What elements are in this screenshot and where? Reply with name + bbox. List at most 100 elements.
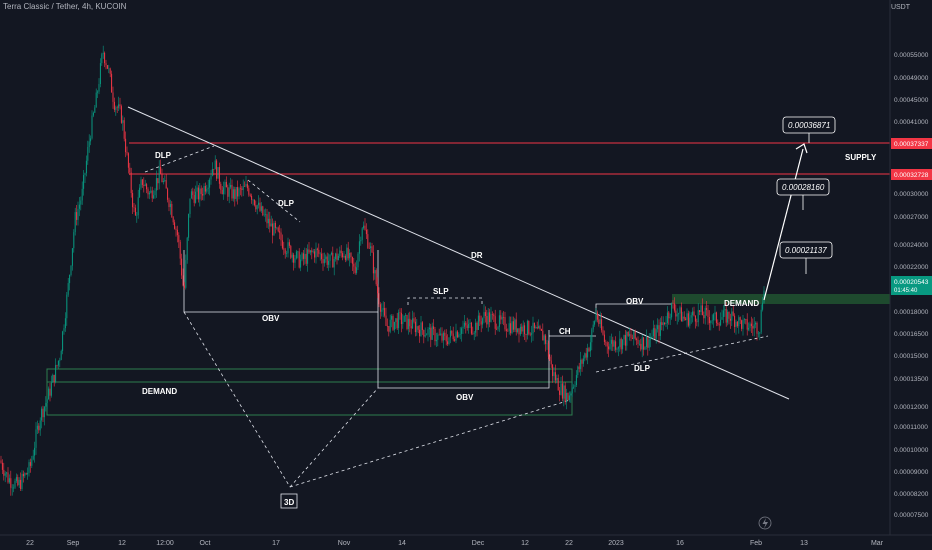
candle-body <box>122 120 124 123</box>
candle-body <box>669 317 671 319</box>
label-dlp-1: DLP <box>155 151 172 160</box>
candle-body <box>393 321 395 330</box>
candle-body <box>433 326 435 330</box>
candle-body <box>554 372 556 381</box>
candle-body <box>139 187 141 198</box>
candle-body <box>679 307 681 314</box>
candle-body <box>582 358 584 364</box>
target-2-text: 0.00028160 <box>782 183 825 192</box>
candle-body <box>648 339 650 348</box>
time-axis[interactable]: 22 Sep 12 12:00 Oct 17 Nov 14 Dec 12 22 2023 16 Feb 13… <box>26 540 884 547</box>
candle-body <box>119 104 121 107</box>
candle-body <box>87 147 89 161</box>
candle-body <box>400 312 402 325</box>
candle-body <box>290 245 292 258</box>
label-three-d: 3D <box>284 498 294 507</box>
candle-body <box>73 232 75 249</box>
candle-body <box>505 329 507 331</box>
candle-body <box>598 319 600 324</box>
candle-body <box>209 179 211 188</box>
candle-body <box>195 191 197 203</box>
candle-body <box>281 240 283 249</box>
candle-body <box>207 187 209 189</box>
candle-body <box>379 304 381 312</box>
candle-body <box>645 337 647 347</box>
candle-body <box>378 293 380 305</box>
candle-body <box>181 258 183 276</box>
target-1-text: 0.00036871 <box>788 121 830 130</box>
candle-body <box>396 318 398 329</box>
candle-body <box>146 184 148 190</box>
candle-body <box>204 186 206 192</box>
candle-body <box>175 228 177 230</box>
candle-body <box>123 120 125 139</box>
candle-body <box>525 334 527 335</box>
candle-body <box>575 375 577 386</box>
price-tick-label: 0.00022000 <box>894 264 929 271</box>
candle-body <box>613 341 615 347</box>
candle-body <box>553 372 555 377</box>
candle-body <box>711 320 713 321</box>
candle-body <box>652 328 654 337</box>
candle-body <box>83 175 85 189</box>
candle-body <box>567 392 569 401</box>
candle-body <box>98 84 100 92</box>
candle-body <box>545 335 547 344</box>
candle-body <box>56 365 58 366</box>
label-obv-1: OBV <box>262 314 280 323</box>
candle-body <box>91 115 93 139</box>
candle-body <box>402 321 404 325</box>
candle-body <box>316 248 318 250</box>
candle-body <box>113 101 115 110</box>
label-dr: DR <box>471 251 483 260</box>
candle-body <box>57 360 59 366</box>
candle-body <box>608 346 610 350</box>
price-axis[interactable]: 0.00055000 0.00049000 0.00045000 0.00041000… <box>894 52 929 519</box>
candle-body <box>230 184 232 188</box>
candle-body <box>349 253 351 259</box>
candle-body <box>291 254 293 258</box>
candle-body <box>629 334 631 336</box>
lightning-icon[interactable] <box>758 516 772 530</box>
label-demand-2: DEMAND <box>724 299 759 308</box>
candle-body <box>724 309 726 311</box>
candle-body <box>574 385 576 387</box>
candle-body <box>158 166 160 184</box>
candle-body <box>494 316 496 329</box>
label-obv-3: OBV <box>626 297 644 306</box>
candle-body <box>521 326 523 332</box>
candle-body <box>10 478 12 488</box>
candle-body <box>410 326 412 329</box>
candle-body <box>461 328 463 334</box>
candle-body <box>161 173 163 182</box>
candle-body <box>504 317 506 330</box>
candle-body <box>459 333 461 335</box>
label-slp: SLP <box>433 287 449 296</box>
candle-body <box>160 166 162 174</box>
candle-body <box>183 285 185 288</box>
price-tick-label: 0.00016500 <box>894 331 929 338</box>
candle-body <box>626 332 628 346</box>
time-tick-label: 12 <box>118 540 126 547</box>
candle-body <box>657 325 659 330</box>
candle-body <box>531 333 533 335</box>
candle-body <box>48 388 50 400</box>
time-tick-label: 12 <box>521 540 529 547</box>
candle-body <box>336 253 338 261</box>
candle-body <box>596 312 598 320</box>
price-tick-label: 0.00024000 <box>894 242 929 249</box>
candle-body <box>109 68 111 74</box>
candle-body <box>260 206 262 211</box>
supply-bottom-badge <box>891 169 932 180</box>
candle-body <box>706 308 708 310</box>
candle-body <box>620 338 622 350</box>
price-tick-label: 0.00018000 <box>894 309 929 316</box>
candle-body <box>151 190 153 199</box>
candle-body <box>76 212 78 220</box>
candle-body <box>756 322 758 334</box>
candle-body <box>273 222 275 236</box>
candle-body <box>722 310 724 318</box>
price-tick-label: 0.00045000 <box>894 97 929 104</box>
candle-body <box>7 472 9 483</box>
